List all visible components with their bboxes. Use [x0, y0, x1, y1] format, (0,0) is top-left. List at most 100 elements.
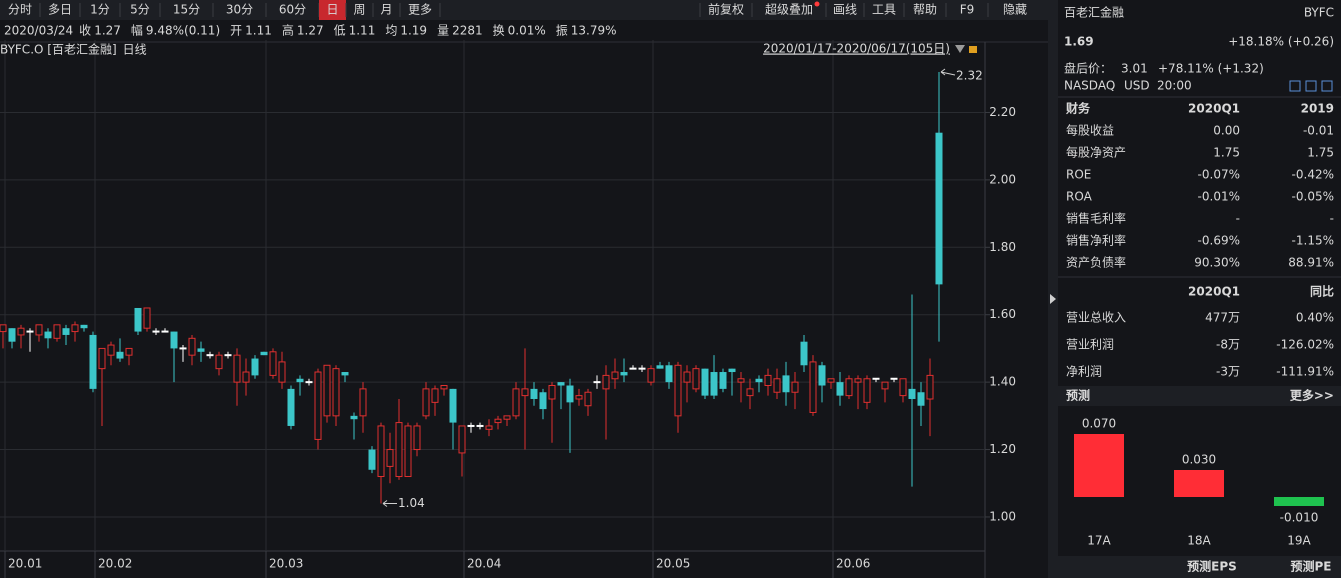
- candle-body: [395, 422, 403, 478]
- candle-body: [746, 388, 754, 397]
- after-hours-label: 盘后价：: [1064, 61, 1112, 76]
- candle-body: [881, 381, 889, 390]
- panel-icon[interactable]: [1289, 80, 1301, 92]
- tool-button[interactable]: 隐藏: [1003, 3, 1027, 17]
- candle-body: [773, 378, 781, 393]
- table-cell: -0.07%: [1198, 168, 1240, 182]
- y-tick-label: 1.40: [989, 375, 1016, 389]
- period-tab[interactable]: 60分: [279, 3, 306, 17]
- tool-button[interactable]: 帮助: [913, 3, 937, 17]
- candle-body: [782, 375, 790, 393]
- quote-label: 换: [493, 24, 505, 38]
- eps-bar: [1174, 470, 1224, 497]
- forecast-header-bg: [1058, 386, 1341, 406]
- more-link[interactable]: 更多>>: [1290, 388, 1334, 403]
- footer-tab[interactable]: 预测EPS: [1187, 559, 1237, 574]
- candle-body: [98, 347, 106, 370]
- table-cell: -0.01: [1303, 124, 1334, 138]
- panel-icon[interactable]: [1305, 80, 1317, 92]
- table-cell: -111.91%: [1276, 365, 1334, 379]
- table-cell: 营业利润: [1066, 338, 1114, 352]
- candle-body: [512, 388, 520, 417]
- candle-body: [134, 307, 142, 332]
- candle-body: [287, 388, 295, 426]
- period-tab[interactable]: 多日: [48, 3, 72, 17]
- period-tab[interactable]: 15分: [173, 3, 200, 17]
- tool-button[interactable]: 工具: [872, 3, 896, 17]
- period-tab[interactable]: 30分: [226, 3, 253, 17]
- candle-body: [386, 449, 394, 467]
- footer-tab[interactable]: 预测PE: [1291, 559, 1332, 574]
- candle-body: [206, 354, 214, 357]
- period-tab[interactable]: 更多: [408, 3, 432, 17]
- period-tab[interactable]: 分时: [8, 3, 32, 17]
- candle-body: [269, 351, 277, 376]
- table-cell: -: [1236, 212, 1240, 226]
- tool-button[interactable]: 超级叠加: [765, 2, 813, 17]
- high-arrow: [940, 68, 956, 76]
- candle-body: [35, 324, 43, 336]
- eps-value-label: -0.010: [1280, 511, 1319, 525]
- candle-body: [899, 378, 907, 397]
- table-header: 2020Q1: [1188, 102, 1240, 116]
- table-cell: 每股净资产: [1066, 145, 1126, 160]
- table-cell: -3万: [1216, 365, 1240, 379]
- period-tab[interactable]: 周: [353, 3, 365, 17]
- collapse-arrow[interactable]: [1050, 294, 1056, 304]
- candle-body: [107, 344, 115, 356]
- panel-icon[interactable]: [1321, 80, 1333, 92]
- period-tab[interactable]: 月: [380, 3, 392, 17]
- range-label[interactable]: 2020/01/17-2020/06/17(105日): [763, 42, 950, 56]
- tool-button[interactable]: 画线: [833, 3, 857, 17]
- period-tab[interactable]: 日: [326, 3, 338, 17]
- candle-body: [926, 374, 934, 400]
- quote-label: 高: [282, 23, 294, 38]
- tool-button[interactable]: F9: [960, 3, 975, 17]
- quote-time: 20:00: [1157, 79, 1192, 93]
- period-tab[interactable]: 5分: [130, 3, 150, 17]
- quote-label: 低: [334, 24, 346, 38]
- splitter[interactable]: [1048, 0, 1058, 578]
- y-tick-label: 2.20: [989, 105, 1016, 119]
- candle-body: [800, 341, 808, 366]
- candle-body: [332, 368, 340, 417]
- candle-body: [53, 324, 61, 339]
- candle-body: [260, 351, 268, 356]
- quote-value: 1.11: [245, 24, 272, 38]
- range-dropdown[interactable]: [955, 45, 965, 53]
- candle-body: [890, 377, 898, 380]
- candle-body: [404, 425, 412, 478]
- y-tick-label: 1.20: [989, 442, 1016, 456]
- candle-body: [197, 348, 205, 352]
- quote-label: 开: [230, 24, 242, 38]
- candle-body: [296, 378, 304, 383]
- candle-body: [143, 307, 151, 329]
- badge-dot: [814, 1, 820, 7]
- candle-body: [827, 378, 835, 383]
- candle-body: [80, 324, 88, 329]
- candle-body: [575, 395, 583, 400]
- y-tick-label: 1.00: [989, 509, 1016, 523]
- candle-body: [494, 418, 502, 424]
- high-label: 2.32: [956, 69, 983, 83]
- tool-button[interactable]: 前复权: [708, 2, 744, 17]
- table-cell: 销售毛利率: [1066, 211, 1126, 226]
- candle-body: [242, 371, 250, 383]
- candle-body: [161, 330, 169, 333]
- table-header: 同比: [1310, 284, 1334, 299]
- price: 1.69: [1064, 35, 1094, 49]
- currency: USD: [1124, 79, 1150, 93]
- candle-body: [179, 347, 187, 350]
- footer-bg: [1058, 556, 1341, 578]
- candle-body: [809, 361, 817, 413]
- candle-body: [728, 368, 736, 373]
- table-cell: -8万: [1216, 338, 1240, 352]
- quote-value: 0.01%: [508, 24, 546, 38]
- stock-name: 百老汇金融: [1064, 5, 1124, 20]
- candle-body: [224, 354, 232, 357]
- exchange: NASDAQ: [1064, 79, 1115, 93]
- period-tab[interactable]: 1分: [90, 3, 110, 17]
- candle-body: [593, 381, 601, 384]
